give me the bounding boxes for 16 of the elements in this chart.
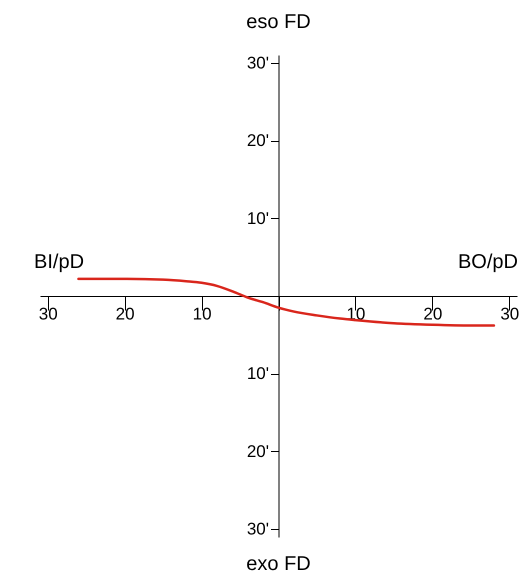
y-axis-title: eso FD xyxy=(246,11,311,33)
x-tick-label: 30 xyxy=(38,304,58,324)
y-tick-label: 10' xyxy=(246,208,269,228)
x-tick-label: 30 xyxy=(500,304,520,324)
x-axis-title: BO/pD xyxy=(458,251,518,273)
annotation: BI/pD xyxy=(34,251,84,273)
y-tick-label: 10' xyxy=(246,364,269,384)
y-tick-label: 20' xyxy=(246,442,269,461)
y-tick-label: 30' xyxy=(246,520,269,539)
x-tick-label: 20 xyxy=(116,304,135,324)
text: exo FD xyxy=(246,553,311,575)
x-tick-label: 20 xyxy=(423,304,442,324)
y-tick-label: 30' xyxy=(246,53,269,72)
x-tick-label: 10 xyxy=(192,304,212,324)
y-tick-label: 20' xyxy=(246,131,269,150)
line-series xyxy=(77,278,496,327)
